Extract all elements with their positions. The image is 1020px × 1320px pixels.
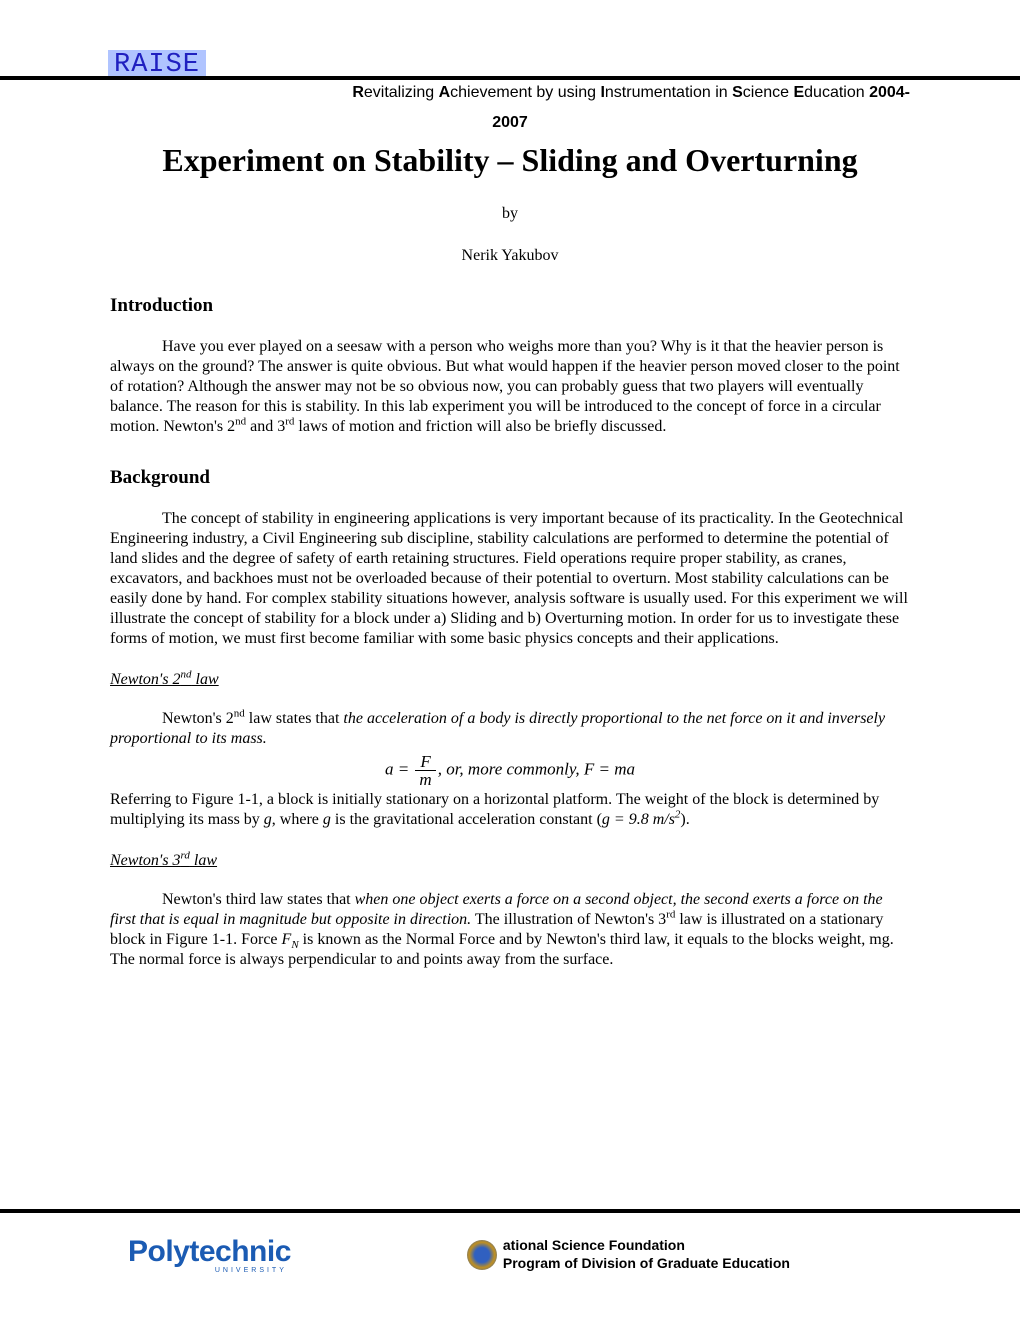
introduction-paragraph: Have you ever played on a seesaw with a …: [110, 337, 910, 437]
law3-paragraph: Newton's third law states that when one …: [110, 890, 910, 970]
page-content: 2007 Experiment on Stability – Sliding a…: [110, 100, 910, 970]
law2-pre: Newton's 2: [110, 671, 181, 688]
law2-g3: g = 9.8 m/s: [602, 811, 675, 828]
law3-pre: Newton's 3: [110, 852, 181, 869]
background-paragraph: The concept of stability in engineering …: [110, 509, 910, 649]
eq-den: m: [415, 771, 435, 788]
law3-para-mid: The illustration of Newton's 3: [471, 911, 666, 928]
page-footer: Polytechnic UNIVERSITY ational Science F…: [0, 1209, 1020, 1274]
polytechnic-logo: Polytechnic UNIVERSITY: [128, 1235, 291, 1274]
tagline-s: S: [732, 84, 743, 101]
eq-eq: =: [393, 759, 413, 778]
intro-text-mid: and 3: [246, 418, 285, 435]
law2-after-end: ).: [680, 811, 689, 828]
tagline-years: 2004-: [869, 84, 910, 101]
equation-f-ma: a = Fm, or, more commonly, F = ma: [110, 753, 910, 788]
law2-para-sup: nd: [234, 708, 245, 720]
header-year: 2007: [110, 114, 910, 132]
header-tagline: Revitalizing Achievement by using Instru…: [0, 76, 1020, 102]
tagline-a: A: [439, 84, 451, 101]
law3-sup: rd: [666, 909, 675, 921]
polytechnic-word: Polytechnic: [128, 1235, 291, 1269]
intro-sup-nd: nd: [235, 416, 246, 428]
newton-2nd-law-heading: Newton's 2nd law: [110, 671, 910, 689]
law2-g1: g: [264, 811, 272, 828]
law3-heading-sup: rd: [181, 850, 190, 862]
law3-post: law: [190, 852, 217, 869]
introduction-heading: Introduction: [110, 295, 910, 317]
eq-num: F: [415, 753, 435, 771]
law2-after-equation: Referring to Figure 1-1, a block is init…: [110, 790, 910, 830]
tagline-i-rest: nstrumentation in: [605, 84, 732, 101]
law2-g2: g: [323, 811, 331, 828]
tagline-a-rest: chievement by using: [450, 84, 600, 101]
intro-sup-rd: rd: [285, 416, 294, 428]
eq-tail: , or, more commonly, F = ma: [438, 759, 635, 778]
law2-post: law: [192, 671, 219, 688]
tagline-e-rest: ducation: [804, 84, 869, 101]
tagline-r-rest: evitalizing: [364, 84, 439, 101]
law2-after-mid2: is the gravitational acceleration consta…: [331, 811, 602, 828]
page-title: Experiment on Stability – Sliding and Ov…: [110, 142, 910, 179]
eq-fraction: Fm: [415, 753, 435, 788]
nsf-block: ational Science Foundation Program of Di…: [467, 1237, 790, 1272]
background-heading: Background: [110, 467, 910, 489]
law2-sup: nd: [181, 669, 192, 681]
law3-fn-f: F: [282, 931, 292, 948]
tagline-r: R: [352, 84, 364, 101]
tagline-e: E: [793, 84, 804, 101]
byline: by: [110, 205, 910, 223]
tagline-s-rest: cience: [743, 84, 794, 101]
law2-paragraph: Newton's 2nd law states that the acceler…: [110, 709, 910, 749]
nsf-text: ational Science Foundation Program of Di…: [503, 1237, 790, 1272]
newton-3rd-law-heading: Newton's 3rd law: [110, 852, 910, 870]
nsf-line1: ational Science Foundation: [503, 1237, 790, 1255]
law2-para-mid: law states that: [245, 710, 344, 727]
law3-para-pre: Newton's third law states that: [162, 891, 355, 908]
nsf-line2: Program of Division of Graduate Educatio…: [503, 1255, 790, 1273]
intro-text-post: laws of motion and friction will also be…: [294, 418, 666, 435]
nsf-seal-icon: [467, 1240, 497, 1270]
law3-fn-n: N: [291, 939, 298, 951]
law2-para-pre: Newton's 2: [162, 710, 234, 727]
law2-after-mid: , where: [272, 811, 323, 828]
author-name: Nerik Yakubov: [110, 247, 910, 265]
